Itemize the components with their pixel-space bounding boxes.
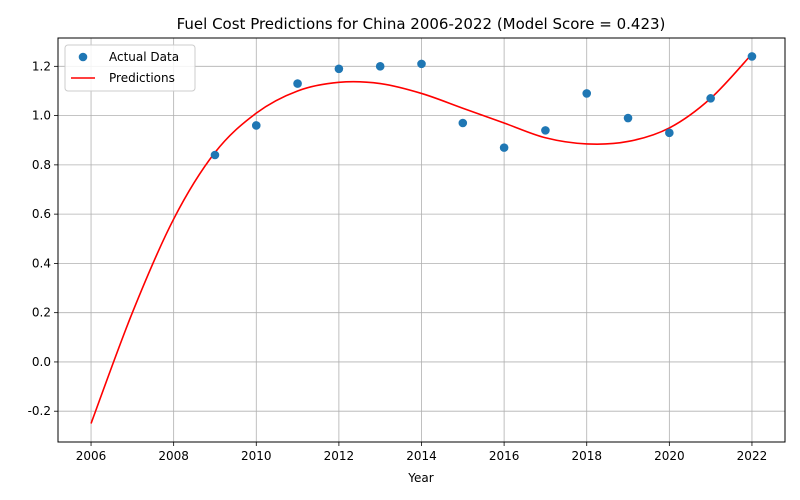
actual-data-point [541, 126, 550, 135]
x-tick-label: 2012 [324, 449, 355, 463]
x-tick-label: 2006 [76, 449, 107, 463]
actual-data-point [665, 128, 674, 138]
x-tick-label: 2022 [737, 449, 768, 463]
actual-data-point [582, 89, 592, 98]
y-tick-label: 1.2 [32, 59, 51, 73]
grid [58, 38, 785, 442]
x-tick-label: 2018 [571, 449, 602, 463]
x-tick-label: 2008 [158, 449, 189, 463]
actual-data-point [706, 94, 715, 103]
x-tick-label: 2010 [241, 449, 272, 463]
y-tick-label: 0.0 [32, 355, 51, 369]
actual-data-point [375, 62, 385, 71]
y-tick-label: 0.8 [32, 158, 51, 172]
axis-ticks: 2006 2008 2010 2012 2014 2016 2018 2020 2022 -0.2… [28, 59, 768, 463]
actual-data-point [417, 59, 426, 69]
y-tick-label: 1.0 [32, 109, 51, 123]
x-axis-label: Year [407, 471, 433, 485]
legend: Actual Data Predictions [64, 44, 196, 92]
y-tick-label: 0.6 [32, 207, 51, 221]
legend-marker-actual [78, 52, 88, 62]
legend-label: Actual Data [109, 50, 179, 64]
actual-data-point [623, 113, 633, 123]
actual-data-point [458, 118, 468, 128]
y-tick-label: 0.4 [32, 256, 51, 270]
y-tick-label: -0.2 [28, 404, 51, 418]
x-tick-label: 2020 [654, 449, 685, 463]
actual-data-point [747, 52, 757, 61]
legend-box [64, 44, 196, 92]
x-tick-label: 2014 [406, 449, 437, 463]
predictions-line [90, 53, 753, 424]
actual-data-point [210, 150, 220, 160]
x-tick-label: 2016 [489, 449, 520, 463]
plot-area [90, 52, 757, 424]
chart-title: Fuel Cost Predictions for China 2006-202… [177, 15, 666, 33]
actual-data-point [293, 79, 302, 88]
actual-data-point [499, 143, 509, 152]
actual-data-point [251, 121, 261, 130]
legend-label: Predictions [109, 71, 175, 85]
y-tick-label: 0.2 [32, 306, 51, 320]
actual-data-point [334, 64, 344, 74]
